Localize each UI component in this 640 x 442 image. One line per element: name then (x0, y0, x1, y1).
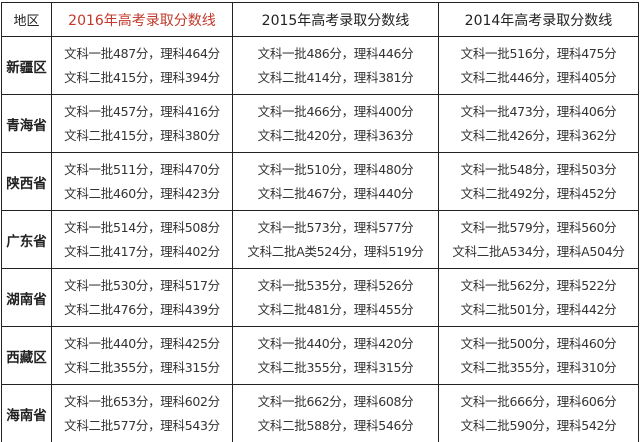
first-batch-scores: 文科一批562分，理科522分 (439, 274, 638, 298)
second-batch-scores: 文科二批588分，理科546分 (233, 414, 438, 438)
second-batch-scores: 文科二批501分，理科442分 (439, 298, 638, 322)
second-batch-scores: 文科二批355分，理科315分 (52, 356, 232, 380)
score-cell-y2015: 文科一批662分，理科608分文科二批588分，理科546分 (233, 385, 439, 442)
score-cell-y2015: 文科一批573分，理科577分文科二批A类524分，理科519分 (233, 211, 439, 269)
score-cell-y2016: 文科一批653分，理科602分文科二批577分，理科543分 (52, 385, 233, 442)
table-row: 广东省文科一批514分，理科508分文科二批417分，理科402分文科一批573… (2, 211, 639, 269)
table-row: 陕西省文科一批511分，理科470分文科二批460分，理科423分文科一批510… (2, 153, 639, 211)
score-cell-y2014: 文科一批473分，理科406分文科二批426分，理科362分 (439, 95, 639, 153)
first-batch-scores: 文科一批487分，理科464分 (52, 42, 232, 66)
second-batch-scores: 文科二批355分，理科315分 (233, 356, 438, 380)
score-cell-y2014: 文科一批562分，理科522分文科二批501分，理科442分 (439, 269, 639, 327)
table-row: 新疆区文科一批487分，理科464分文科二批415分，理科394分文科一批486… (2, 37, 639, 95)
first-batch-scores: 文科一批662分，理科608分 (233, 390, 438, 414)
score-cell-y2015: 文科一批466分，理科400分文科二批420分，理科363分 (233, 95, 439, 153)
first-batch-scores: 文科一批514分，理科508分 (52, 216, 232, 240)
score-cell-y2016: 文科一批487分，理科464分文科二批415分，理科394分 (52, 37, 233, 95)
second-batch-scores: 文科二批460分，理科423分 (52, 182, 232, 206)
second-batch-scores: 文科二批476分，理科439分 (52, 298, 232, 322)
second-batch-scores: 文科二批415分，理科380分 (52, 124, 232, 148)
second-batch-scores: 文科二批426分，理科362分 (439, 124, 638, 148)
header-2014: 2014年高考录取分数线 (439, 3, 639, 37)
score-cell-y2016: 文科一批511分，理科470分文科二批460分，理科423分 (52, 153, 233, 211)
first-batch-scores: 文科一批486分，理科446分 (233, 42, 438, 66)
region-cell: 青海省 (2, 95, 52, 153)
score-cell-y2016: 文科一批457分，理科416分文科二批415分，理科380分 (52, 95, 233, 153)
header-2015: 2015年高考录取分数线 (233, 3, 439, 37)
second-batch-scores: 文科二批417分，理科402分 (52, 240, 232, 264)
region-cell: 海南省 (2, 385, 52, 442)
first-batch-scores: 文科一批548分，理科503分 (439, 158, 638, 182)
second-batch-scores: 文科二批A534分，理科A504分 (439, 240, 638, 264)
first-batch-scores: 文科一批466分，理科400分 (233, 100, 438, 124)
header-region: 地区 (2, 3, 52, 37)
second-batch-scores: 文科二批415分，理科394分 (52, 66, 232, 90)
table-row: 海南省文科一批653分，理科602分文科二批577分，理科543分文科一批662… (2, 385, 639, 442)
first-batch-scores: 文科一批579分，理科560分 (439, 216, 638, 240)
first-batch-scores: 文科一批516分，理科475分 (439, 42, 638, 66)
table-row: 青海省文科一批457分，理科416分文科二批415分，理科380分文科一批466… (2, 95, 639, 153)
score-cell-y2016: 文科一批440分，理科425分文科二批355分，理科315分 (52, 327, 233, 385)
second-batch-scores: 文科二批481分，理科455分 (233, 298, 438, 322)
region-cell: 陕西省 (2, 153, 52, 211)
score-cell-y2015: 文科一批486分，理科446分文科二批414分，理科381分 (233, 37, 439, 95)
score-cell-y2015: 文科一批440分，理科420分文科二批355分，理科315分 (233, 327, 439, 385)
second-batch-scores: 文科二批414分，理科381分 (233, 66, 438, 90)
first-batch-scores: 文科一批511分，理科470分 (52, 158, 232, 182)
score-cell-y2014: 文科一批579分，理科560分文科二批A534分，理科A504分 (439, 211, 639, 269)
score-cell-y2014: 文科一批516分，理科475分文科二批446分，理科405分 (439, 37, 639, 95)
region-cell: 广东省 (2, 211, 52, 269)
score-cell-y2016: 文科一批530分，理科517分文科二批476分，理科439分 (52, 269, 233, 327)
first-batch-scores: 文科一批535分，理科526分 (233, 274, 438, 298)
second-batch-scores: 文科二批446分，理科405分 (439, 66, 638, 90)
first-batch-scores: 文科一批530分，理科517分 (52, 274, 232, 298)
first-batch-scores: 文科一批573分，理科577分 (233, 216, 438, 240)
first-batch-scores: 文科一批510分，理科480分 (233, 158, 438, 182)
first-batch-scores: 文科一批440分，理科425分 (52, 332, 232, 356)
second-batch-scores: 文科二批492分，理科452分 (439, 182, 638, 206)
first-batch-scores: 文科一批500分，理科460分 (439, 332, 638, 356)
first-batch-scores: 文科一批440分，理科420分 (233, 332, 438, 356)
second-batch-scores: 文科二批590分，理科542分 (439, 414, 638, 438)
second-batch-scores: 文科二批355分，理科310分 (439, 356, 638, 380)
score-cell-y2016: 文科一批514分，理科508分文科二批417分，理科402分 (52, 211, 233, 269)
first-batch-scores: 文科一批457分，理科416分 (52, 100, 232, 124)
table-row: 湖南省文科一批530分，理科517分文科二批476分，理科439分文科一批535… (2, 269, 639, 327)
second-batch-scores: 文科二批577分，理科543分 (52, 414, 232, 438)
region-cell: 新疆区 (2, 37, 52, 95)
score-cell-y2015: 文科一批535分，理科526分文科二批481分，理科455分 (233, 269, 439, 327)
score-cell-y2015: 文科一批510分，理科480分文科二批467分，理科440分 (233, 153, 439, 211)
header-2016: 2016年高考录取分数线 (52, 3, 233, 37)
region-cell: 湖南省 (2, 269, 52, 327)
second-batch-scores: 文科二批420分，理科363分 (233, 124, 438, 148)
header-row: 地区 2016年高考录取分数线 2015年高考录取分数线 2014年高考录取分数… (2, 3, 639, 37)
region-cell: 西藏区 (2, 327, 52, 385)
table-row: 西藏区文科一批440分，理科425分文科二批355分，理科315分文科一批440… (2, 327, 639, 385)
score-cell-y2014: 文科一批548分，理科503分文科二批492分，理科452分 (439, 153, 639, 211)
second-batch-scores: 文科二批A类524分，理科519分 (233, 240, 438, 264)
first-batch-scores: 文科一批473分，理科406分 (439, 100, 638, 124)
score-cell-y2014: 文科一批666分，理科606分文科二批590分，理科542分 (439, 385, 639, 442)
first-batch-scores: 文科一批653分，理科602分 (52, 390, 232, 414)
first-batch-scores: 文科一批666分，理科606分 (439, 390, 638, 414)
score-cell-y2014: 文科一批500分，理科460分文科二批355分，理科310分 (439, 327, 639, 385)
second-batch-scores: 文科二批467分，理科440分 (233, 182, 438, 206)
